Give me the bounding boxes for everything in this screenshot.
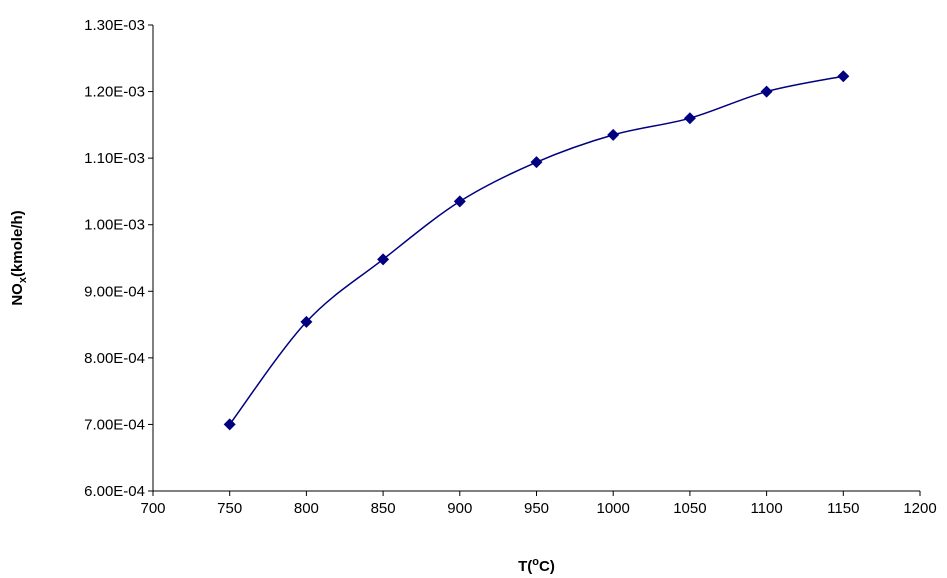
y-tick-label: 7.00E-04 xyxy=(84,416,145,433)
y-tick-label: 1.00E-03 xyxy=(84,217,145,234)
data-point xyxy=(760,85,773,98)
y-tick-label: 6.00E-04 xyxy=(84,483,145,500)
data-point xyxy=(377,253,390,266)
y-axis-label-part: (kmole/h) xyxy=(9,210,26,277)
data-point xyxy=(683,112,696,125)
y-axis-label-part: NO xyxy=(9,283,26,306)
y-tick-label: 8.00E-04 xyxy=(84,350,145,367)
x-tick-label: 850 xyxy=(371,500,396,517)
data-point xyxy=(607,128,620,141)
y-tick-label: 1.10E-03 xyxy=(84,150,145,167)
x-tick-label: 1100 xyxy=(750,500,782,517)
x-axis-label-part: T( xyxy=(518,558,532,575)
y-tick-label: 1.20E-03 xyxy=(84,84,145,101)
y-axis-label: NOx(kmole/h) xyxy=(9,210,29,305)
x-axis-label-part: C) xyxy=(539,558,555,575)
y-tick-label: 1.30E-03 xyxy=(84,17,145,34)
data-point xyxy=(300,315,313,328)
data-point xyxy=(837,70,850,83)
data-point xyxy=(453,195,466,208)
x-tick-label: 1150 xyxy=(827,500,859,517)
x-tick-label: 800 xyxy=(294,500,319,517)
x-tick-label: 1000 xyxy=(597,500,630,517)
data-line xyxy=(229,75,844,425)
x-axis-label: T(oC) xyxy=(518,556,555,575)
y-tick-label: 9.00E-04 xyxy=(84,283,145,300)
x-tick-label: 700 xyxy=(140,500,165,517)
x-tick-label: 1050 xyxy=(673,500,706,517)
x-tick-label: 1200 xyxy=(903,500,936,517)
x-tick-label: 950 xyxy=(524,500,549,517)
x-tick-label: 750 xyxy=(217,500,242,517)
x-axis-label-part: o xyxy=(532,556,539,568)
y-axis-label-part: x xyxy=(17,276,29,283)
data-point xyxy=(530,156,543,169)
x-tick-label: 900 xyxy=(447,500,472,517)
data-point xyxy=(223,418,236,431)
